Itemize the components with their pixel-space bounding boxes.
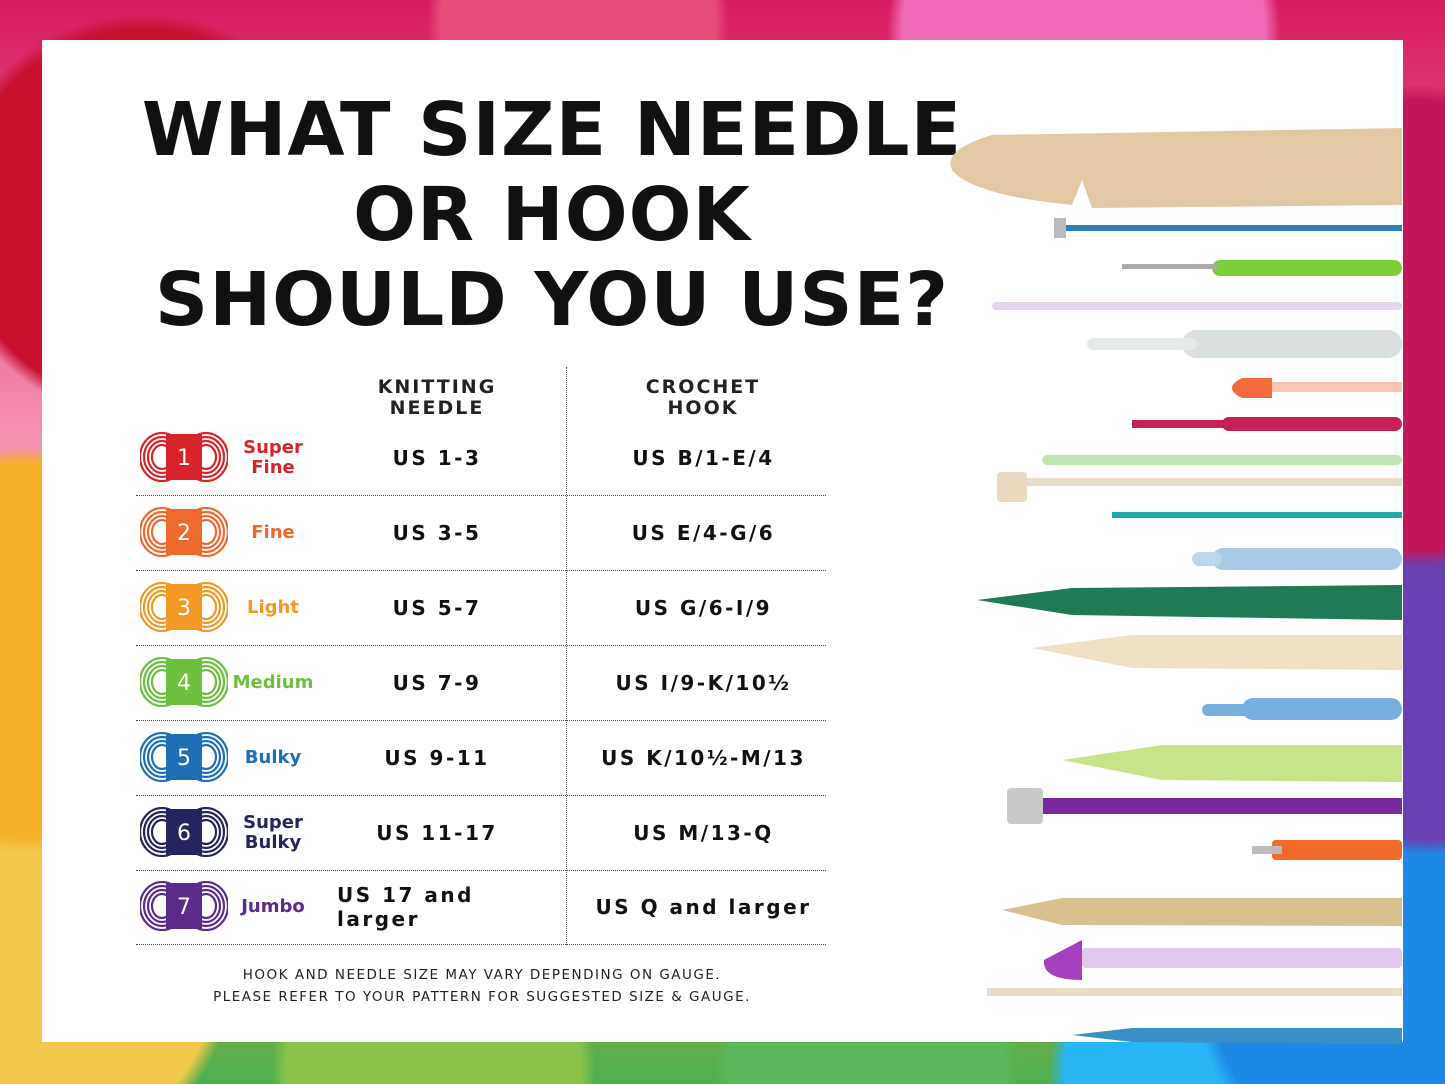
yarn-weight-icon: 6 — [140, 807, 228, 857]
wooden-hook — [950, 128, 1402, 208]
yarn-weight-icon: 5 — [140, 732, 228, 782]
table-row: 5 Bulky US 9-11 US K/10½-M/13 — [136, 720, 826, 796]
knitting-needle-size: US 3-5 — [392, 520, 482, 545]
knitting-needle-size: US 5-7 — [392, 595, 482, 620]
yarn-weight-icon: 7 — [140, 881, 228, 931]
header-line: CROCHET — [645, 376, 761, 398]
yarn-weight-name: Light — [228, 570, 318, 645]
weight-name-line: Bulky — [244, 831, 302, 853]
yarn-weight-name: Bulky — [228, 720, 318, 795]
header-line: KNITTING — [377, 376, 497, 398]
weight-name-line: Fine — [251, 456, 295, 478]
crochet-hook-size: US G/6-I/9 — [634, 595, 773, 620]
knitting-needle-size: US 7-9 — [392, 670, 482, 695]
crochet-hook-size: US E/4-G/6 — [631, 520, 776, 545]
weight-name-line: Super — [243, 811, 303, 833]
needles-hooks-illustration — [950, 128, 1402, 1044]
footer-line: PLEASE REFER TO YOUR PATTERN FOR SUGGEST… — [213, 989, 751, 1005]
yarn-weight-name: Medium — [228, 645, 318, 720]
weight-name-line: Jumbo — [241, 895, 305, 917]
footer-line: HOOK AND NEEDLE SIZE MAY VARY DEPENDING … — [242, 967, 722, 983]
yarn-weight-number: 7 — [177, 895, 191, 920]
yarn-weight-number: 2 — [177, 521, 191, 546]
crochet-hook-size: US B/1-E/4 — [632, 445, 775, 470]
crochet-hook-size: US K/10½-M/13 — [601, 745, 806, 770]
table-row: 4 Medium US 7-9 US I/9-K/10½ — [136, 645, 826, 721]
yarn-weight-number: 6 — [177, 821, 191, 846]
yarn-weight-icon: 1 — [140, 432, 228, 482]
yarn-weight-number: 3 — [177, 596, 191, 621]
chart-panel: WHAT SIZE NEEDLE OR HOOK SHOULD YOU USE?… — [42, 40, 1403, 1044]
yarn-weight-name: Super Bulky — [228, 795, 318, 870]
table-row: 6 Super Bulky US 11-17 US M/13-Q — [136, 795, 826, 871]
yarn-weight-name: Jumbo — [228, 869, 318, 944]
page-title: WHAT SIZE NEEDLE OR HOOK SHOULD YOU USE? — [112, 88, 992, 343]
yarn-weight-icon: 3 — [140, 582, 228, 632]
title-line: WHAT SIZE NEEDLE — [141, 87, 963, 173]
yarn-weight-icon: 4 — [140, 657, 228, 707]
crochet-hook-size: US M/13-Q — [633, 820, 774, 845]
knitting-needle-size: US 11-17 — [376, 820, 498, 845]
yarn-weight-number: 4 — [177, 671, 191, 696]
knitting-needle-size: US 1-3 — [392, 445, 482, 470]
yarn-weight-name: Fine — [228, 495, 318, 570]
yarn-weight-name: Super Fine — [228, 420, 318, 495]
crochet-hook-size: US Q and larger — [595, 894, 812, 919]
table-row: 1 Super Fine US 1-3 US B/1-E/4 — [136, 420, 826, 496]
weight-name-line: Light — [247, 596, 299, 618]
table-row: 7 Jumbo US 17 and larger US Q and larger — [136, 869, 826, 945]
table-row: 2 Fine US 3-5 US E/4-G/6 — [136, 495, 826, 571]
title-line: SHOULD YOU USE? — [154, 257, 950, 343]
knitting-needle-header: KNITTING NEEDLE — [337, 377, 537, 419]
weight-name-line: Bulky — [244, 746, 302, 768]
weight-name-line: Medium — [232, 671, 314, 693]
table-row: 3 Light US 5-7 US G/6-I/9 — [136, 570, 826, 646]
header-line: NEEDLE — [389, 397, 485, 419]
title-line: OR HOOK — [353, 172, 751, 258]
knitting-needle-size: US 17 and larger — [337, 882, 474, 931]
column-divider — [566, 367, 567, 945]
yarn-weight-icon: 2 — [140, 507, 228, 557]
weight-name-line: Super — [243, 436, 303, 458]
knitting-needle-size: US 9-11 — [384, 745, 490, 770]
yarn-weight-number: 1 — [177, 446, 191, 471]
header-line: HOOK — [667, 397, 739, 419]
weight-name-line: Fine — [251, 521, 295, 543]
crochet-hook-size: US I/9-K/10½ — [615, 670, 792, 695]
yarn-weight-number: 5 — [177, 746, 191, 771]
crochet-hook-header: CROCHET HOOK — [603, 377, 803, 419]
footer-note: HOOK AND NEEDLE SIZE MAY VARY DEPENDING … — [122, 964, 842, 1008]
